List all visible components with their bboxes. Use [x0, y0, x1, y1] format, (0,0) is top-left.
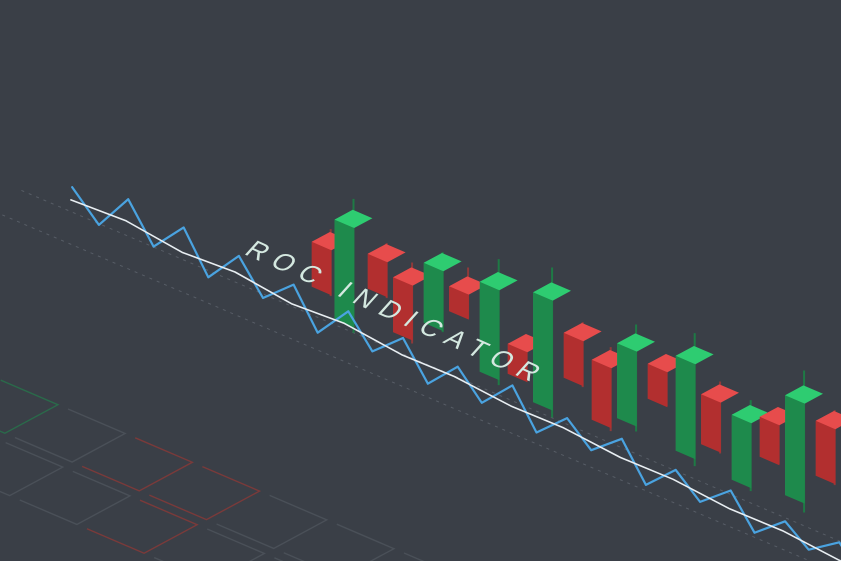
- roc-indicator-illustration: ROC INDICATOR: [0, 0, 841, 561]
- isometric-canvas: [0, 0, 841, 561]
